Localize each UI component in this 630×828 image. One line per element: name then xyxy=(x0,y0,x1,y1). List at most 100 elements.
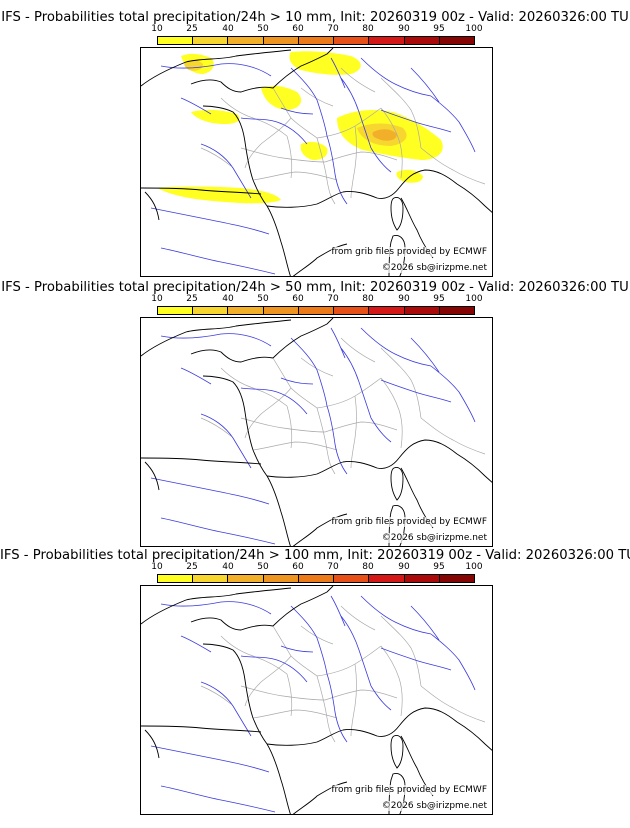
region-border xyxy=(286,405,293,449)
river xyxy=(160,333,272,347)
region-border xyxy=(200,417,232,437)
coastline xyxy=(141,457,262,465)
map-frame: from grib files provided by ECMWF ©2026 … xyxy=(140,585,493,815)
river xyxy=(340,347,372,419)
legend-swatch xyxy=(193,37,229,44)
river xyxy=(290,337,328,407)
river xyxy=(240,387,308,415)
river xyxy=(330,595,346,627)
river xyxy=(380,109,452,133)
coastline xyxy=(266,461,344,478)
legend-swatch xyxy=(404,37,440,44)
river xyxy=(370,417,392,443)
region-border xyxy=(380,377,403,449)
region-border xyxy=(244,387,292,439)
coastline xyxy=(292,243,348,276)
coastline xyxy=(141,187,262,195)
region-border xyxy=(324,421,398,433)
corsica-coastline xyxy=(390,467,404,501)
coastline xyxy=(398,707,458,727)
legend-swatch xyxy=(158,575,194,582)
river xyxy=(370,147,392,173)
legend-tick-40: 40 xyxy=(222,562,234,572)
legend-swatch xyxy=(369,575,405,582)
legend-swatch xyxy=(298,575,335,582)
region-border xyxy=(340,337,376,363)
region-border xyxy=(324,689,398,701)
region-border xyxy=(380,347,422,419)
legend-tick-80: 80 xyxy=(362,24,374,34)
legend-swatch xyxy=(439,575,474,582)
data-source-credit: from grib files provided by ECMWF xyxy=(331,785,487,795)
river xyxy=(180,367,212,385)
legend-swatch xyxy=(228,575,264,582)
river xyxy=(150,477,270,505)
legend-tick-25: 25 xyxy=(186,24,198,34)
legend-tick-10: 10 xyxy=(151,294,163,304)
probability-area xyxy=(372,129,397,141)
legend-swatch xyxy=(369,307,405,314)
map-canvas xyxy=(141,48,492,276)
legend-tick-70: 70 xyxy=(327,24,339,34)
legend-swatch xyxy=(369,37,405,44)
region-border xyxy=(244,655,292,707)
river xyxy=(360,595,432,635)
legend-ticks: 10 25 40 50 60 70 80 90 95 100 xyxy=(140,294,492,306)
region-border xyxy=(380,615,422,687)
river xyxy=(280,377,314,385)
river xyxy=(330,57,346,89)
river xyxy=(326,135,348,205)
river xyxy=(326,405,348,475)
probability-area xyxy=(300,141,328,160)
river xyxy=(360,57,432,97)
map-canvas xyxy=(141,586,492,814)
region-border xyxy=(316,675,336,743)
coastline xyxy=(266,729,344,746)
legend-swatch xyxy=(158,37,194,44)
legend-swatch xyxy=(228,307,264,314)
coastline xyxy=(266,475,291,546)
river xyxy=(160,63,272,77)
legend-ticks: 10 25 40 50 60 70 80 90 95 100 xyxy=(140,24,492,36)
region-border xyxy=(300,87,334,107)
coastline xyxy=(144,191,160,221)
copyright-credit: ©2026 sb@irizpme.net xyxy=(381,263,487,273)
region-border xyxy=(324,151,398,163)
coastline xyxy=(202,375,268,477)
legend-swatch xyxy=(334,575,370,582)
region-border xyxy=(316,407,336,475)
river xyxy=(200,681,252,737)
river xyxy=(360,327,432,367)
region-border xyxy=(316,137,336,205)
data-source-credit: from grib files provided by ECMWF xyxy=(331,517,487,527)
legend-tick-10: 10 xyxy=(151,562,163,572)
river xyxy=(160,517,276,545)
region-border xyxy=(240,147,326,163)
region-border xyxy=(380,77,422,149)
legend-swatch xyxy=(439,37,474,44)
legend-tick-60: 60 xyxy=(292,294,304,304)
legend-colorbar xyxy=(157,306,475,315)
coastline xyxy=(398,439,458,459)
legend-tick-40: 40 xyxy=(222,294,234,304)
region-border xyxy=(286,135,293,179)
legend-swatch xyxy=(263,575,299,582)
legend-tick-25: 25 xyxy=(186,562,198,572)
river xyxy=(410,337,440,373)
region-border xyxy=(252,441,338,451)
region-border xyxy=(240,417,326,433)
river xyxy=(200,413,252,469)
legend-swatch xyxy=(158,307,194,314)
river xyxy=(430,365,476,423)
river xyxy=(380,647,452,671)
legend-tick-25: 25 xyxy=(186,294,198,304)
river xyxy=(430,633,476,691)
region-border xyxy=(350,663,357,737)
region-border xyxy=(340,67,376,93)
river xyxy=(200,143,252,199)
river xyxy=(150,745,270,773)
region-border xyxy=(200,147,232,167)
river xyxy=(280,645,314,653)
probability-area xyxy=(261,85,302,110)
region-border xyxy=(350,125,357,199)
